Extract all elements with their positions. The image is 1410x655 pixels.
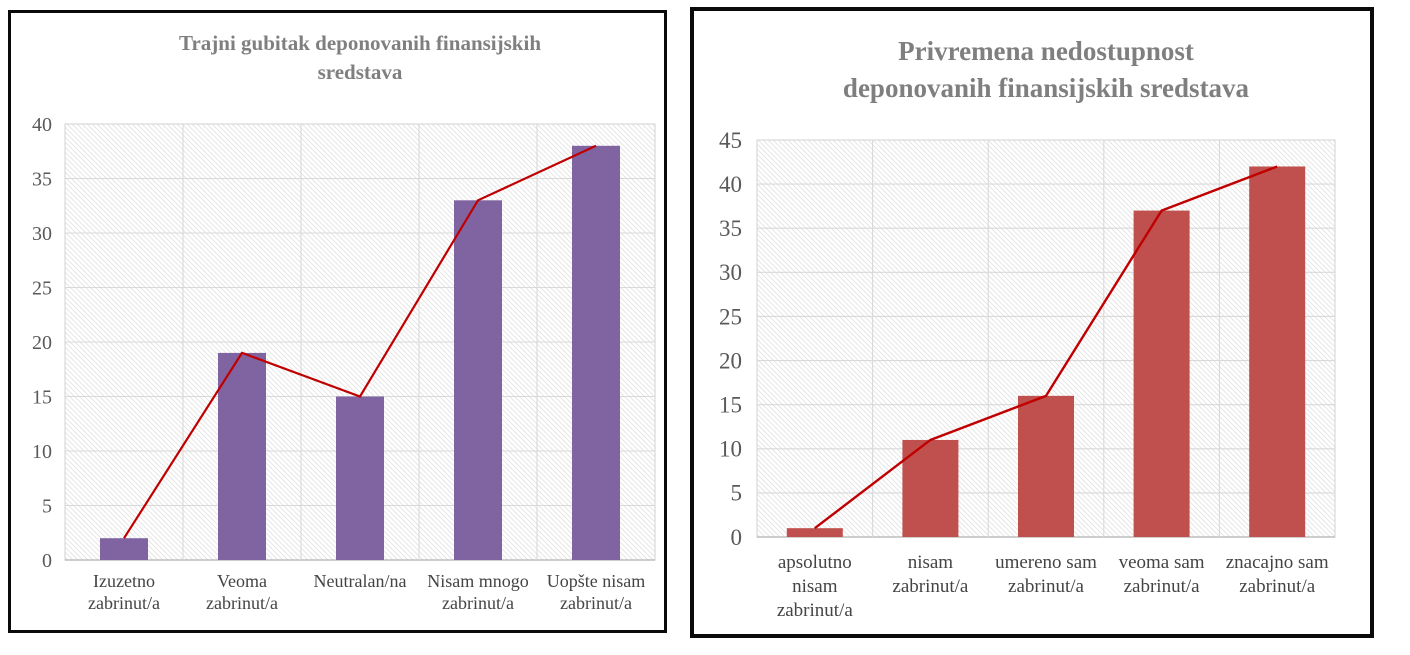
- bar: [902, 439, 959, 537]
- y-axis-tick-label: 5: [42, 495, 52, 517]
- bar: [786, 528, 843, 537]
- x-axis-category-label: zabrinut/a: [777, 600, 854, 621]
- x-axis-category-label: nisam: [792, 576, 838, 597]
- right-chart-canvas: 0 5 10 15 20 25 30 35 40 45 apsolutno nisam zabrinut…: [719, 128, 1336, 621]
- x-axis-category-label: zabrinut/a: [1124, 576, 1201, 597]
- x-axis-category-label: umereno sam: [995, 552, 1097, 573]
- y-axis-tick-label: 20: [32, 332, 52, 354]
- left-chart-title-line2: sredstava: [317, 60, 403, 84]
- y-axis-tick-label: 15: [719, 392, 742, 417]
- y-axis-tick-label: 5: [731, 481, 743, 506]
- bar: [336, 396, 384, 560]
- x-axis-category-label: veoma sam: [1119, 552, 1205, 573]
- y-axis-tick-label: 25: [32, 277, 52, 299]
- trend-line: [123, 144, 597, 539]
- y-axis-tick-label: 15: [32, 386, 52, 408]
- y-axis-tick-label: 10: [32, 441, 52, 463]
- x-axis-category-label: Nisam mnogo: [427, 571, 529, 591]
- y-axis-tick-label: 40: [32, 114, 52, 136]
- x-axis-category-label: zabrinut/a: [442, 593, 514, 613]
- y-axis-tick-label: 25: [719, 304, 742, 329]
- bar: [1018, 395, 1074, 537]
- x-axis-category-label: zabrinut/a: [1239, 576, 1316, 597]
- right-chart-title: Privremena nedostupnost deponovanih fina…: [757, 33, 1335, 107]
- y-axis-tick-label: 45: [719, 128, 742, 153]
- y-axis-tick-label: 20: [719, 348, 742, 373]
- x-axis-category-label: zabrinut/a: [206, 593, 278, 613]
- bar: [1249, 166, 1306, 537]
- left-chart-title-line1: Trajni gubitak deponovanih finansijskih: [179, 31, 541, 55]
- y-axis-tick-label: 40: [719, 172, 742, 197]
- x-axis-category-label: Uopšte nisam: [547, 571, 646, 591]
- left-chart-canvas: 0510152025303540Izuzetnozabrinut/aVeomaz…: [32, 114, 656, 613]
- bar: [100, 538, 148, 560]
- y-axis-tick-label: 0: [731, 525, 743, 550]
- x-axis-category-label: zabrinut/a: [88, 593, 160, 613]
- x-axis-category-label: Veoma: [217, 571, 267, 591]
- trend-line: [814, 165, 1278, 530]
- y-axis-tick-label: 35: [719, 216, 742, 241]
- x-axis-category-label: znacajno sam: [1226, 552, 1329, 573]
- left-chart-panel: Trajni gubitak deponovanih finansijskih …: [8, 10, 667, 633]
- right-chart-panel: Privremena nedostupnost deponovanih fina…: [690, 7, 1374, 638]
- bar: [1133, 210, 1190, 538]
- x-axis-category-label: zabrinut/a: [892, 576, 969, 597]
- y-axis-tick-label: 0: [42, 550, 52, 572]
- bar: [454, 200, 502, 561]
- bar: [218, 352, 266, 560]
- right-chart-title-line2: deponovanih finansijskih sredstava: [842, 73, 1250, 103]
- x-axis-category-label: zabrinut/a: [560, 593, 632, 613]
- left-chart-title: Trajni gubitak deponovanih finansijskih …: [65, 29, 655, 87]
- x-axis-category-label: Izuzetno: [93, 571, 155, 591]
- y-axis-tick-label: 30: [32, 223, 52, 245]
- y-axis-tick-label: 10: [719, 437, 742, 462]
- x-axis-category-label: Neutralan/na: [314, 571, 407, 591]
- y-axis-tick-label: 35: [32, 168, 52, 190]
- x-axis-category-label: zabrinut/a: [1008, 576, 1085, 597]
- bar: [572, 145, 620, 561]
- right-chart-title-line1: Privremena nedostupnost: [898, 36, 1194, 66]
- y-axis-tick-label: 30: [719, 260, 742, 285]
- x-axis-category-label: apsolutno: [778, 552, 852, 573]
- x-axis-category-label: nisam: [908, 552, 954, 573]
